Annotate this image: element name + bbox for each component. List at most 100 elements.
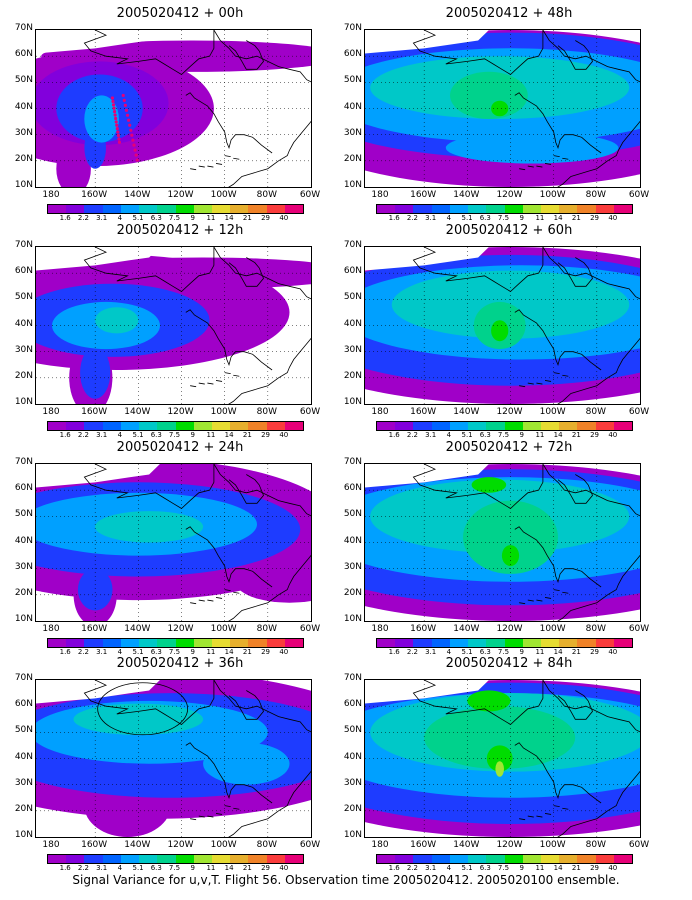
colorbar-label: 4 [446, 648, 452, 656]
colorbar-label: 11 [206, 214, 216, 222]
island [544, 380, 552, 382]
x-tick-label: 60W [628, 624, 650, 634]
x-tick-label: 60W [299, 190, 321, 200]
x-tick-label: 120W [167, 624, 194, 634]
colorbar-swatch [577, 205, 596, 213]
colorbar-label: 9 [519, 864, 524, 872]
x-tick-label: 80W [585, 407, 606, 417]
x-tick-label: 120W [496, 407, 523, 417]
colorbar-swatch [284, 422, 304, 430]
x-tick-label: 80W [585, 624, 606, 634]
colorbar-swatch [577, 639, 596, 647]
y-tick-label: 10N [343, 180, 362, 190]
panel-title: 2005020412 + 12h [116, 223, 244, 238]
panel-title: 2005020412 + 84h [445, 656, 573, 671]
island [544, 163, 552, 165]
colorbar-label: 9 [519, 648, 524, 656]
obs-point [121, 93, 125, 98]
map-plot [35, 679, 312, 838]
island [527, 599, 534, 602]
map-svg [36, 680, 311, 837]
y-tick-label: 20N [14, 587, 33, 598]
panel-title: 2005020412 + 36h [116, 656, 244, 671]
y-tick-label: 10N [343, 614, 362, 624]
colorbar-label: 40 [608, 648, 618, 656]
colorbar-label: 1.6 [388, 431, 400, 439]
obs-point [113, 113, 117, 117]
y-tick-label: 50N [14, 509, 33, 520]
variance-contour [56, 142, 91, 187]
coastline [83, 464, 215, 509]
colorbar-swatch [540, 855, 560, 863]
island [519, 602, 526, 605]
y-tick-label: 50N [14, 75, 33, 86]
colorbar-label: 11 [535, 431, 545, 439]
colorbar-swatch [522, 205, 541, 213]
variance-contour [463, 500, 558, 574]
colorbar-swatch [157, 639, 176, 647]
x-tick-label: 140W [124, 407, 151, 417]
panel-72h: 2005020412 + 72h 70N 60N 50N 40N 30N 20N 10N 18… [344, 440, 674, 656]
y-tick-label: 50N [343, 75, 362, 86]
colorbar-label: 5.1 [132, 648, 144, 656]
y-tick-label: 10N [14, 830, 33, 840]
island [198, 815, 205, 818]
x-tick-label: 60W [628, 190, 650, 200]
colorbar-swatch [577, 855, 596, 863]
y-tick-label: 70N [343, 457, 362, 467]
colorbar-swatch [139, 422, 158, 430]
x-tick-label: 100W [539, 624, 566, 634]
colorbar-label: 7.5 [497, 431, 510, 439]
y-tick-label: 60N [14, 483, 33, 494]
x-tick-label: 160W [410, 407, 437, 417]
island [190, 385, 197, 388]
coastline [412, 30, 544, 75]
variance-contour [95, 511, 204, 543]
island [224, 589, 231, 591]
colorbar-label: 7.5 [168, 431, 181, 439]
colorbar-swatch [540, 205, 560, 213]
land-mask [36, 30, 160, 54]
y-tick-label: 40N [343, 101, 362, 112]
colorbar-swatch [66, 422, 85, 430]
map-plot [35, 246, 312, 405]
colorbar-swatch [284, 855, 304, 863]
colorbar-label: 3.1 [425, 864, 437, 872]
colorbar-label: 11 [206, 864, 216, 872]
coastline [185, 742, 273, 804]
colorbar-swatch [377, 205, 396, 213]
colorbar-swatch [230, 205, 249, 213]
map-plot [364, 679, 641, 838]
x-tick-label: 60W [299, 407, 321, 417]
colorbar-swatch [395, 855, 414, 863]
colorbar-swatch [175, 639, 194, 647]
colorbar-label: 14 [553, 864, 563, 872]
colorbar-swatch [522, 422, 541, 430]
island [215, 597, 223, 599]
variance-contour [95, 307, 139, 334]
colorbar-swatch [413, 205, 432, 213]
colorbar-label: 9 [190, 648, 195, 656]
obs-point [122, 98, 126, 102]
x-tick-label: 160W [410, 190, 437, 200]
map-plot [364, 246, 641, 405]
colorbar-swatch [559, 855, 578, 863]
coastline [412, 464, 544, 509]
colorbar-swatch [468, 639, 487, 647]
colorbar-swatch [504, 422, 523, 430]
x-tick-label: 180 [371, 840, 389, 850]
coastline [213, 464, 311, 621]
x-tick-label: 180 [371, 190, 389, 200]
colorbar-label: 14 [224, 648, 234, 656]
island [233, 807, 240, 810]
panel-00h: 2005020412 + 00h 70N 60N 50N 40N 30N 20N 10N 18… [15, 6, 345, 222]
colorbar-label: 9 [190, 214, 195, 222]
colorbar-swatch [431, 205, 450, 213]
variance-contour [73, 703, 204, 735]
obs-point [130, 133, 134, 137]
colorbar-label: 21 [242, 864, 252, 872]
colorbar-swatch [84, 639, 103, 647]
colorbar-label: 7.5 [168, 214, 181, 222]
colorbar-label: 5.1 [132, 864, 144, 872]
colorbar-label: 14 [224, 214, 234, 222]
